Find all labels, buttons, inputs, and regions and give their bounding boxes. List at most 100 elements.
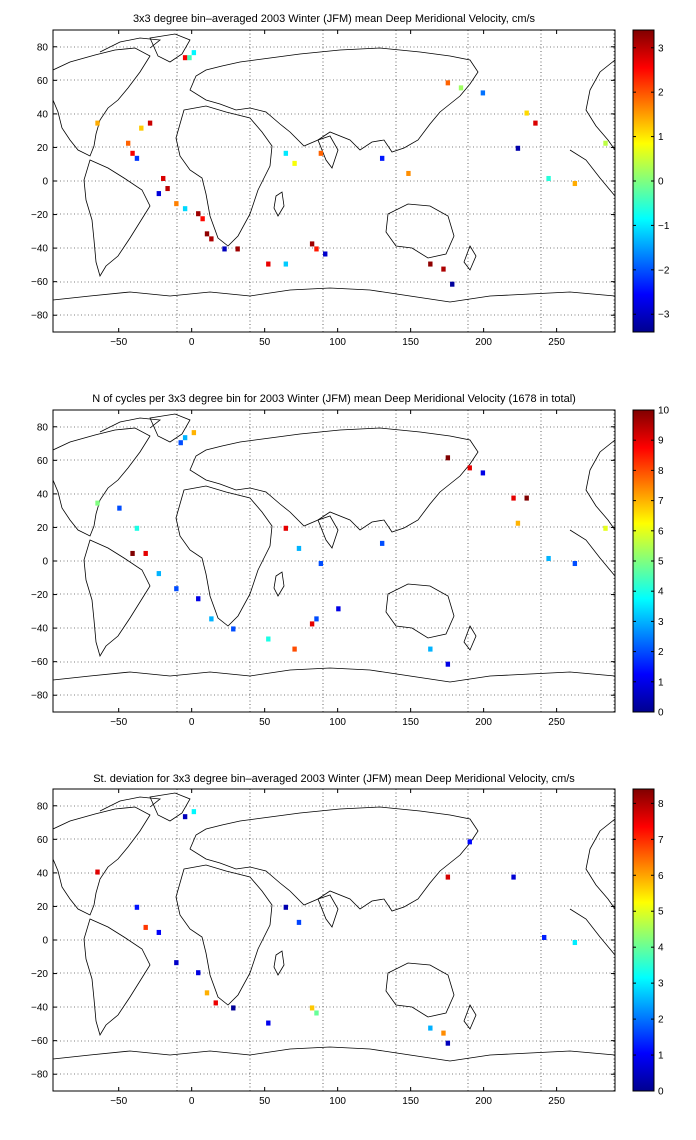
bin-cell [231, 1005, 236, 1011]
bin-cell [441, 1030, 446, 1036]
y-tick-label: 80 [37, 42, 49, 53]
bin-cell [296, 919, 302, 925]
bin-cell [603, 525, 608, 531]
bin-cell [174, 960, 179, 966]
bin-cell [524, 110, 529, 116]
bin-cell [266, 636, 271, 642]
bin-cell [542, 934, 547, 940]
bin-cell [209, 616, 214, 622]
y-tick-label: 80 [37, 422, 49, 433]
colorbar-tick-label: 0 [658, 177, 664, 188]
bin-cell [314, 1010, 319, 1016]
colorbar-tick-label: 9 [658, 436, 664, 447]
bin-cell [283, 261, 289, 267]
bin-cell [196, 596, 201, 602]
bin-cell [428, 1025, 433, 1031]
y-axis-2: 80 60 40 20 0 −20 −40 −60 −80 [31, 422, 615, 702]
bin-cell [213, 1000, 218, 1006]
colorbar-tick-label: 2 [658, 647, 664, 658]
colorbar-tick-label: 3 [658, 43, 664, 54]
bin-cell [222, 246, 227, 252]
bin-cell [196, 970, 201, 976]
colorbar-tick-label: 5 [658, 907, 664, 918]
bin-cell [406, 170, 411, 176]
bin-cell [511, 495, 516, 501]
bin-cell [314, 616, 319, 622]
bin-cell [187, 55, 192, 61]
colorbar-tick-label: 0 [658, 708, 664, 719]
bin-cell [191, 430, 197, 436]
bin-cell [323, 251, 328, 257]
y-tick-label: 60 [37, 835, 49, 846]
bin-cell [292, 160, 297, 166]
y-tick-label: −20 [31, 969, 48, 980]
bin-cell [445, 874, 451, 880]
bin-cell [445, 1040, 451, 1046]
colorbar-1 [632, 29, 655, 333]
y-tick-label: −40 [31, 1003, 48, 1014]
bin-cell [147, 120, 153, 126]
bin-cell [117, 505, 122, 511]
y-tick-label: −40 [31, 624, 48, 635]
bin-cell [292, 646, 297, 652]
bin-cell [428, 261, 433, 267]
bin-cell [130, 550, 135, 556]
x-tick-label: 50 [259, 337, 271, 348]
bin-cell [134, 525, 140, 531]
bin-cell [572, 940, 578, 946]
x-tick-label: 100 [329, 717, 346, 728]
bin-cell [283, 525, 289, 531]
x-tick-label: 200 [475, 1096, 492, 1107]
bin-cell [196, 211, 201, 217]
bin-cell [441, 266, 446, 272]
x-axis-2: −50 0 50 100 150 200 250 [110, 410, 565, 728]
y-tick-label: 40 [37, 868, 49, 879]
bin-cell [309, 1005, 315, 1011]
colorbar-tick-label: 6 [658, 871, 664, 882]
x-axis-3: −50 0 50 100 150 200 250 [110, 789, 565, 1107]
y-tick-label: −80 [31, 1070, 48, 1081]
colorbar-tick-label: 1 [658, 1051, 664, 1062]
bin-cell [134, 904, 140, 910]
y-tick-label: 80 [37, 801, 49, 812]
y-tick-label: −60 [31, 1036, 48, 1047]
y-tick-label: −80 [31, 691, 48, 702]
y-tick-label: −20 [31, 210, 48, 221]
bin-cell [182, 814, 188, 820]
bin-cell [379, 540, 385, 546]
bin-cell [125, 140, 131, 146]
y-tick-label: 20 [37, 523, 49, 534]
bin-cell [296, 545, 302, 551]
x-tick-label: −50 [110, 1096, 127, 1107]
bin-cell [533, 120, 538, 126]
x-tick-label: 0 [189, 337, 195, 348]
colorbar-tick-label: 7 [658, 835, 664, 846]
colorbar-2 [632, 409, 655, 713]
x-tick-label: 50 [259, 1096, 271, 1107]
bin-cell [445, 80, 451, 86]
bin-cell [524, 495, 529, 501]
y-tick-label: −60 [31, 657, 48, 668]
y-axis-1: 80 60 40 20 0 −20 −40 −60 −80 [31, 42, 615, 322]
bin-cell [283, 904, 289, 910]
x-tick-label: 100 [329, 1096, 346, 1107]
colorbar-tick-label: 8 [658, 799, 664, 810]
bin-cell [318, 150, 324, 156]
bin-cell [95, 500, 100, 506]
bin-cell [314, 246, 319, 252]
colorbar-tick-label: 2 [658, 1015, 664, 1026]
panel-mean-velocity: 3x3 degree bin–averaged 2003 Winter (JFM… [31, 13, 670, 348]
colorbar-tick-label: 8 [658, 466, 664, 477]
bin-cell [204, 990, 210, 996]
bin-cell [182, 55, 188, 61]
bin-cell [95, 120, 100, 126]
y-tick-label: 40 [37, 109, 49, 120]
bin-cell [161, 175, 166, 181]
panel-cycle-count: N of cycles per 3x3 degree bin for 2003 … [31, 393, 670, 728]
colorbar-tick-label: 6 [658, 526, 664, 537]
bin-cell [200, 216, 205, 222]
bin-cell [165, 186, 170, 192]
colorbar-tick-label: 2 [658, 88, 664, 99]
bin-cell [191, 50, 197, 56]
